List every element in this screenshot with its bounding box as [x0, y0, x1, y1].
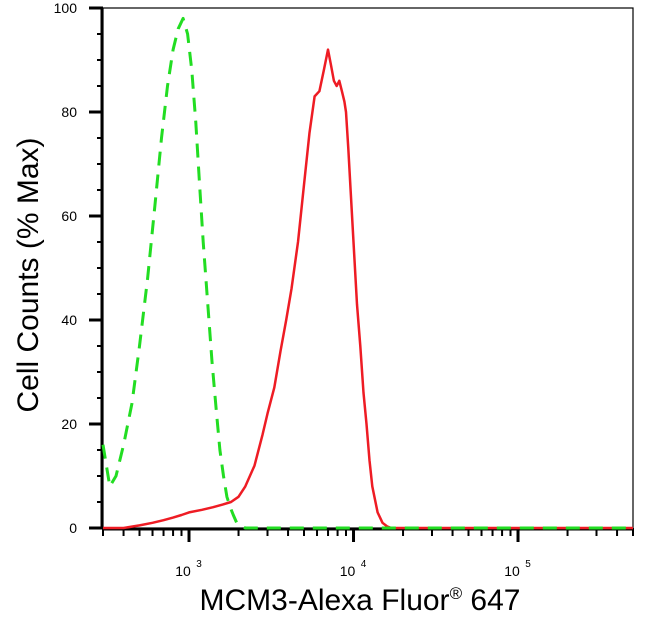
x-axis: 10 3 10 4 10 5: [102, 527, 634, 579]
x-tick-label: 10: [504, 563, 520, 579]
y-tick-label: 100: [54, 0, 78, 16]
y-axis-label-wrap: Cell Counts (% Max): [12, 137, 45, 412]
series-layer: [101, 16, 633, 530]
y-tick-label: 40: [61, 312, 77, 328]
y-tick-label: 60: [61, 208, 77, 224]
sample-histogram-line: [103, 48, 633, 530]
y-tick-label: 20: [61, 416, 77, 432]
x-tick-label-exponent: 5: [525, 559, 531, 570]
x-tick-label: 10: [175, 563, 191, 579]
y-tick-label: 80: [61, 104, 77, 120]
x-tick-label: 10: [340, 563, 356, 579]
y-axis: 0 20 40 60 80 100: [54, 0, 104, 536]
y-tick-label: 0: [69, 520, 77, 536]
x-tick-label-exponent: 3: [196, 559, 202, 570]
y-axis-label: Cell Counts (% Max): [12, 137, 45, 412]
x-tick-label-exponent: 4: [361, 559, 367, 570]
control-histogram-line: [101, 16, 633, 530]
x-axis-label: MCM3-Alexa Fluor® 647: [199, 584, 521, 617]
